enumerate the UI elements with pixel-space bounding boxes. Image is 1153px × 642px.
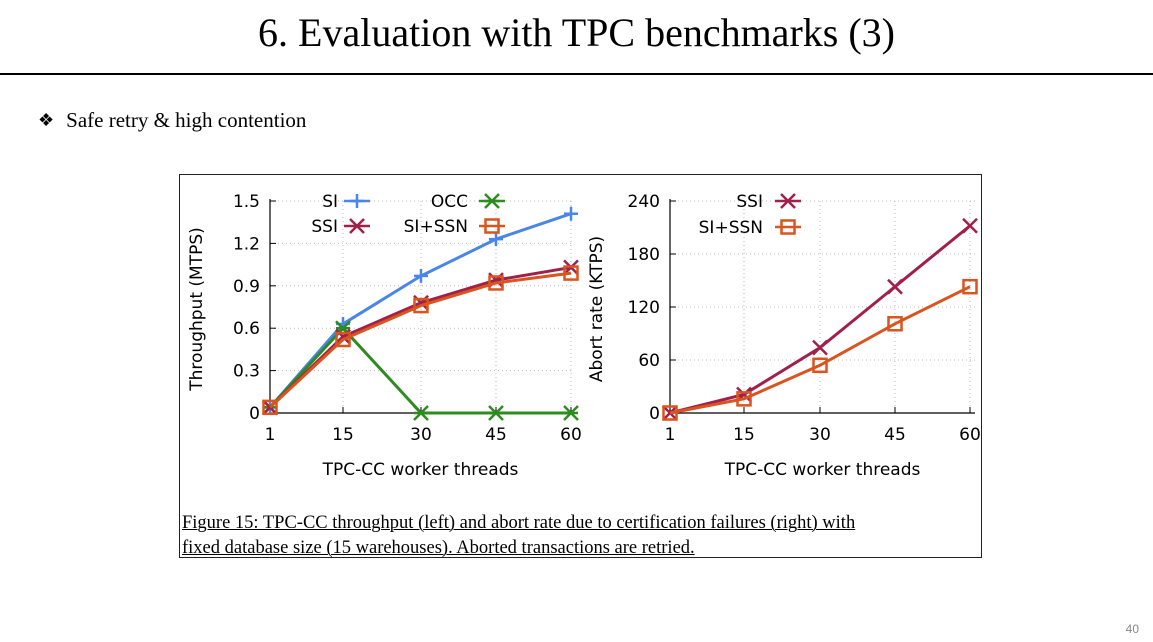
chart1-legend-label-si: SI [322,192,338,212]
chart1-y-tick-label: 0 [249,404,260,424]
chart1-series-line-si [268,212,572,409]
chart2-x-tick-label: 1 [665,425,676,445]
chart1-x-tick-label: 1 [265,425,276,445]
chart1-point-occ [413,405,429,421]
chart1-series-line-occ [268,325,571,415]
chart2-point-si-ssn [736,391,752,407]
chart2-point-si-ssn [887,316,903,332]
chart1-legend-label-si-ssn: SI+SSN [404,217,468,237]
chart1-plot: 0 0.3 0.6 0.9 1.2 1.5 1 15 30 45 60 TPC-CC worker t… [187,192,582,480]
chart1-legend-marker-ssi [344,218,370,234]
chart2-y-tick-label: 180 [628,245,660,265]
chart2-legend-marker-si-ssn [775,219,801,235]
chart2-y-tick-label: 0 [649,404,660,424]
chart2-x-tick-label: 45 [884,425,906,445]
chart1-point-si-ssn [262,399,278,416]
figure-caption: Figure 15: TPC-CC throughput (left) and … [182,511,982,561]
chart1-y-tick-label: 0.9 [233,277,260,297]
chart1-x-tick-label: 15 [332,425,354,445]
caption-line-2: fixed database size (15 warehouses). Abo… [182,538,695,558]
chart1-y-tick-label: 0.3 [233,362,260,382]
chart1-legend-label-ssi: SSI [311,217,338,237]
chart2-x-tick-label: 15 [733,425,755,445]
chart2-plot: 0 60 120 180 240 1 15 30 45 60 TPC-CC worker threa… [587,192,981,480]
chart1-y-axis-label: Throughput (MTPS) [187,227,207,392]
chart1-legend-marker-occ [479,193,505,209]
chart2-point-si-ssn [662,405,678,421]
chart2-y-axis-label: Abort rate (KTPS) [587,236,607,382]
chart1-series-line-si-ssn [268,271,572,409]
chart2-legend-marker-ssi [775,193,801,209]
chart1-point-si-ssn [335,331,351,348]
chart2-x-tick-label: 30 [809,425,831,445]
chart1-y-tick-label: 1.2 [233,234,260,254]
chart1-point-occ [563,405,579,421]
chart1-point-si-ssn [413,297,429,314]
page-number: 40 [1125,622,1139,636]
title-divider [0,73,1153,75]
diamond-bullet-icon: ❖ [38,110,55,130]
chart1-legend-marker-si [344,194,370,208]
chart2-legend-label-ssi: SSI [736,192,763,212]
chart2-point-ssi [887,278,903,295]
chart2-point-ssi [812,339,828,356]
chart2-y-tick-label: 120 [628,298,660,318]
chart1-x-tick-label: 30 [410,425,432,445]
chart1-point-si [489,232,503,247]
chart2-series-line-si-ssn [669,285,971,415]
slide-title: 6. Evaluation with TPC benchmarks (3) [258,10,895,55]
chart1-x-tick-label: 60 [560,425,582,445]
chart1-x-tick-label: 45 [485,425,507,445]
bullet-text: Safe retry & high contention [66,108,307,132]
caption-line-1: Figure 15: TPC-CC throughput (left) and … [182,513,856,533]
chart1-y-tick-label: 1.5 [233,192,260,212]
chart2-point-si-ssn [812,357,828,374]
chart1-point-si [414,268,428,283]
chart1-point-si [564,206,578,221]
chart1-y-tick-label: 0.6 [233,319,260,339]
chart2-point-si-ssn [962,278,978,295]
chart2-x-axis-label: TPC-CC worker threads [724,460,921,480]
figure-panel: 0 0.3 0.6 0.9 1.2 1.5 1 15 30 45 60 TPC-CC worker t… [179,174,982,558]
chart1-point-si-ssn [563,265,579,281]
chart2-point-ssi [962,217,978,234]
chart2-legend-label-si-ssn: SI+SSN [699,218,763,238]
chart2-y-tick-label: 60 [638,351,660,371]
chart2-y-tick-label: 240 [628,192,660,212]
chart2-x-tick-label: 60 [959,425,981,445]
bullet-item: ❖ Safe retry & high contention [38,108,306,133]
chart1-point-si-ssn [488,275,504,291]
chart1-legend-label-occ: OCC [431,192,468,212]
figure-charts: 0 0.3 0.6 0.9 1.2 1.5 1 15 30 45 60 TPC-CC worker t… [187,192,981,480]
chart1-point-occ [488,405,504,421]
chart1-x-axis-label: TPC-CC worker threads [322,460,519,480]
chart1-legend-marker-si-ssn [479,218,505,234]
